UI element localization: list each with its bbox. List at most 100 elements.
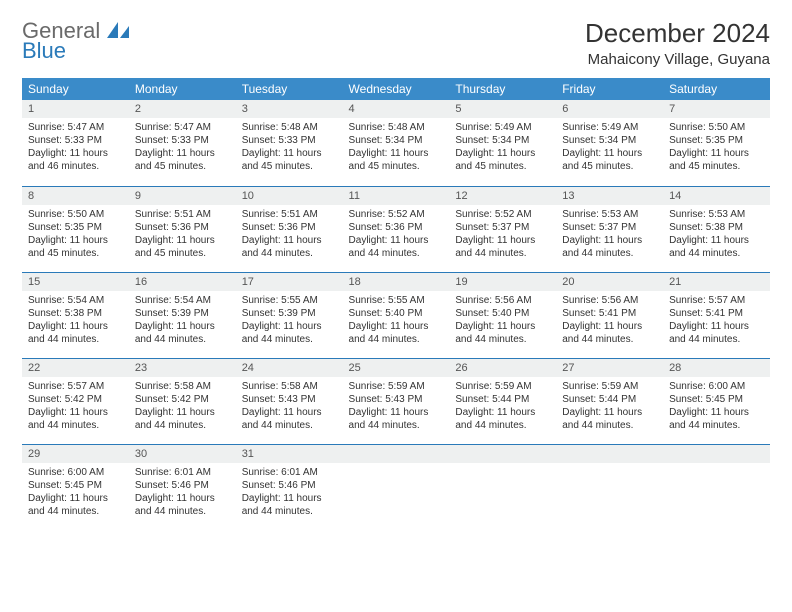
month-title: December 2024 xyxy=(585,18,770,49)
calendar-day-cell: 2Sunrise: 5:47 AMSunset: 5:33 PMDaylight… xyxy=(129,100,236,186)
day-details: Sunrise: 5:58 AMSunset: 5:42 PMDaylight:… xyxy=(129,377,236,438)
calendar-day-cell: 27Sunrise: 5:59 AMSunset: 5:44 PMDayligh… xyxy=(556,358,663,444)
calendar-day-cell: 28Sunrise: 6:00 AMSunset: 5:45 PMDayligh… xyxy=(663,358,770,444)
day-details: Sunrise: 5:47 AMSunset: 5:33 PMDaylight:… xyxy=(129,118,236,179)
day-sunrise: Sunrise: 6:01 AM xyxy=(242,466,337,479)
day-sunrise: Sunrise: 6:00 AM xyxy=(669,380,764,393)
day-sunrise: Sunrise: 5:59 AM xyxy=(455,380,550,393)
day-number: 31 xyxy=(236,444,343,463)
day-number: 16 xyxy=(129,272,236,291)
day-sunset: Sunset: 5:34 PM xyxy=(562,134,657,147)
day-dl1: Daylight: 11 hours xyxy=(28,320,123,333)
weekday-header-row: Sunday Monday Tuesday Wednesday Thursday… xyxy=(22,78,770,100)
day-sunset: Sunset: 5:45 PM xyxy=(28,479,123,492)
day-dl1: Daylight: 11 hours xyxy=(455,320,550,333)
day-details: Sunrise: 5:54 AMSunset: 5:39 PMDaylight:… xyxy=(129,291,236,352)
day-dl1: Daylight: 11 hours xyxy=(562,234,657,247)
day-dl1: Daylight: 11 hours xyxy=(455,147,550,160)
day-dl2: and 44 minutes. xyxy=(669,333,764,346)
day-number: 25 xyxy=(343,358,450,377)
day-number: 7 xyxy=(663,100,770,118)
day-details xyxy=(663,463,770,472)
day-dl1: Daylight: 11 hours xyxy=(242,234,337,247)
day-dl1: Daylight: 11 hours xyxy=(135,406,230,419)
calendar-week-row: 29Sunrise: 6:00 AMSunset: 5:45 PMDayligh… xyxy=(22,444,770,530)
day-sunrise: Sunrise: 5:47 AM xyxy=(135,121,230,134)
day-sunset: Sunset: 5:39 PM xyxy=(242,307,337,320)
calendar-day-cell: 3Sunrise: 5:48 AMSunset: 5:33 PMDaylight… xyxy=(236,100,343,186)
day-sunset: Sunset: 5:46 PM xyxy=(135,479,230,492)
day-sunset: Sunset: 5:40 PM xyxy=(349,307,444,320)
day-details: Sunrise: 5:48 AMSunset: 5:33 PMDaylight:… xyxy=(236,118,343,179)
day-sunset: Sunset: 5:41 PM xyxy=(669,307,764,320)
calendar-day-cell: 29Sunrise: 6:00 AMSunset: 5:45 PMDayligh… xyxy=(22,444,129,530)
weekday-header: Sunday xyxy=(22,78,129,100)
day-dl2: and 44 minutes. xyxy=(562,419,657,432)
weekday-header: Wednesday xyxy=(343,78,450,100)
day-number: 17 xyxy=(236,272,343,291)
day-details xyxy=(449,463,556,472)
day-details: Sunrise: 5:51 AMSunset: 5:36 PMDaylight:… xyxy=(129,205,236,266)
logo-sail-icon xyxy=(107,22,129,38)
day-dl1: Daylight: 11 hours xyxy=(242,320,337,333)
calendar-day-cell: 4Sunrise: 5:48 AMSunset: 5:34 PMDaylight… xyxy=(343,100,450,186)
day-details: Sunrise: 5:50 AMSunset: 5:35 PMDaylight:… xyxy=(663,118,770,179)
calendar-day-cell: 17Sunrise: 5:55 AMSunset: 5:39 PMDayligh… xyxy=(236,272,343,358)
day-dl1: Daylight: 11 hours xyxy=(242,406,337,419)
day-sunset: Sunset: 5:37 PM xyxy=(562,221,657,234)
day-sunset: Sunset: 5:40 PM xyxy=(455,307,550,320)
calendar-week-row: 1Sunrise: 5:47 AMSunset: 5:33 PMDaylight… xyxy=(22,100,770,186)
day-details: Sunrise: 5:49 AMSunset: 5:34 PMDaylight:… xyxy=(556,118,663,179)
day-details: Sunrise: 5:56 AMSunset: 5:41 PMDaylight:… xyxy=(556,291,663,352)
calendar-day-cell: 24Sunrise: 5:58 AMSunset: 5:43 PMDayligh… xyxy=(236,358,343,444)
day-sunset: Sunset: 5:37 PM xyxy=(455,221,550,234)
day-number: 9 xyxy=(129,186,236,205)
day-details: Sunrise: 5:57 AMSunset: 5:42 PMDaylight:… xyxy=(22,377,129,438)
day-dl2: and 44 minutes. xyxy=(349,419,444,432)
day-details: Sunrise: 5:52 AMSunset: 5:37 PMDaylight:… xyxy=(449,205,556,266)
day-sunrise: Sunrise: 5:50 AM xyxy=(28,208,123,221)
day-number: 21 xyxy=(663,272,770,291)
day-number: 23 xyxy=(129,358,236,377)
day-dl1: Daylight: 11 hours xyxy=(349,234,444,247)
day-sunrise: Sunrise: 5:53 AM xyxy=(669,208,764,221)
day-dl2: and 44 minutes. xyxy=(28,419,123,432)
weekday-header: Tuesday xyxy=(236,78,343,100)
day-dl1: Daylight: 11 hours xyxy=(669,320,764,333)
day-number: 13 xyxy=(556,186,663,205)
calendar-day-cell: 6Sunrise: 5:49 AMSunset: 5:34 PMDaylight… xyxy=(556,100,663,186)
day-details: Sunrise: 5:53 AMSunset: 5:38 PMDaylight:… xyxy=(663,205,770,266)
day-sunrise: Sunrise: 5:52 AM xyxy=(455,208,550,221)
day-sunset: Sunset: 5:34 PM xyxy=(455,134,550,147)
day-dl1: Daylight: 11 hours xyxy=(135,147,230,160)
day-sunset: Sunset: 5:36 PM xyxy=(135,221,230,234)
calendar-week-row: 8Sunrise: 5:50 AMSunset: 5:35 PMDaylight… xyxy=(22,186,770,272)
day-details: Sunrise: 5:53 AMSunset: 5:37 PMDaylight:… xyxy=(556,205,663,266)
day-number: 29 xyxy=(22,444,129,463)
day-dl1: Daylight: 11 hours xyxy=(28,406,123,419)
day-details: Sunrise: 5:57 AMSunset: 5:41 PMDaylight:… xyxy=(663,291,770,352)
day-dl1: Daylight: 11 hours xyxy=(28,492,123,505)
day-sunset: Sunset: 5:36 PM xyxy=(242,221,337,234)
day-sunrise: Sunrise: 5:48 AM xyxy=(349,121,444,134)
day-sunrise: Sunrise: 6:01 AM xyxy=(135,466,230,479)
day-dl2: and 45 minutes. xyxy=(28,247,123,260)
day-number xyxy=(663,444,770,463)
day-sunset: Sunset: 5:38 PM xyxy=(28,307,123,320)
day-details: Sunrise: 6:00 AMSunset: 5:45 PMDaylight:… xyxy=(663,377,770,438)
day-dl2: and 44 minutes. xyxy=(669,247,764,260)
calendar-day-cell xyxy=(343,444,450,530)
day-sunrise: Sunrise: 5:53 AM xyxy=(562,208,657,221)
day-dl1: Daylight: 11 hours xyxy=(562,147,657,160)
day-dl2: and 45 minutes. xyxy=(242,160,337,173)
calendar-day-cell: 31Sunrise: 6:01 AMSunset: 5:46 PMDayligh… xyxy=(236,444,343,530)
calendar-day-cell: 16Sunrise: 5:54 AMSunset: 5:39 PMDayligh… xyxy=(129,272,236,358)
day-dl2: and 45 minutes. xyxy=(135,247,230,260)
day-dl2: and 44 minutes. xyxy=(28,505,123,518)
day-number: 19 xyxy=(449,272,556,291)
day-number: 18 xyxy=(343,272,450,291)
day-details xyxy=(556,463,663,472)
calendar-day-cell: 26Sunrise: 5:59 AMSunset: 5:44 PMDayligh… xyxy=(449,358,556,444)
day-number: 10 xyxy=(236,186,343,205)
day-number: 12 xyxy=(449,186,556,205)
